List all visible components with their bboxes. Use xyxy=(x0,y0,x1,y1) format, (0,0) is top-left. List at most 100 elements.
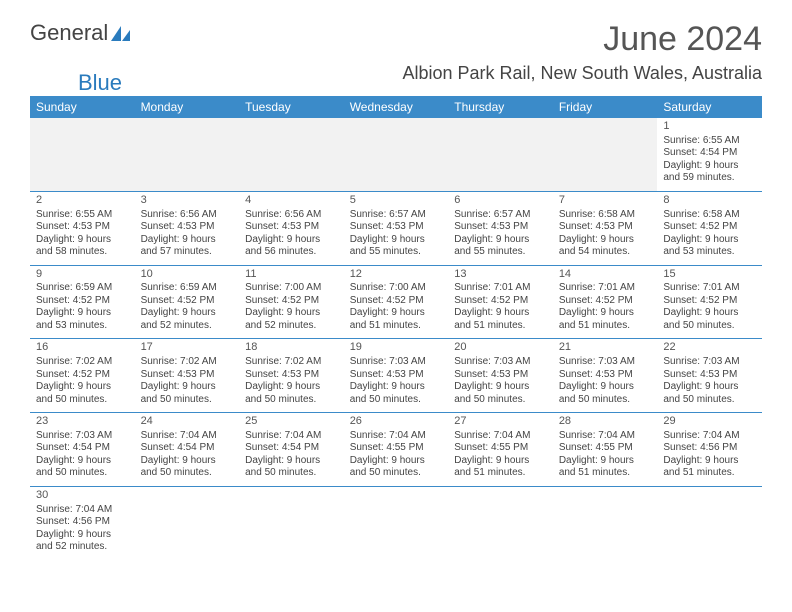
daylight-line-2: and 50 minutes. xyxy=(663,320,756,333)
calendar-day: 25Sunrise: 7:04 AMSunset: 4:54 PMDayligh… xyxy=(239,413,344,487)
sunset-line: Sunset: 4:54 PM xyxy=(245,442,338,455)
calendar-day: 9Sunrise: 6:59 AMSunset: 4:52 PMDaylight… xyxy=(30,265,135,339)
calendar-day: 26Sunrise: 7:04 AMSunset: 4:55 PMDayligh… xyxy=(344,413,449,487)
day-number: 2 xyxy=(36,194,129,208)
daylight-line: Daylight: 9 hours xyxy=(454,234,547,247)
day-number: 7 xyxy=(559,194,652,208)
day-number: 23 xyxy=(36,415,129,429)
sunrise-line: Sunrise: 6:59 AM xyxy=(36,282,129,295)
daylight-line: Daylight: 9 hours xyxy=(141,307,234,320)
day-number: 18 xyxy=(245,341,338,355)
daylight-line: Daylight: 9 hours xyxy=(350,381,443,394)
calendar-row: 2Sunrise: 6:55 AM Sunset: 4:53 PM Daylight… xyxy=(30,191,762,265)
sunset-line: Sunset: 4:55 PM xyxy=(454,442,547,455)
sunset-line: Sunset: 4:53 PM xyxy=(141,369,234,382)
day-number: 26 xyxy=(350,415,443,429)
calendar-day: 8Sunrise: 6:58 AMSunset: 4:52 PMDaylight… xyxy=(657,191,762,265)
daylight-line: Daylight: 9 hours xyxy=(36,307,129,320)
daylight-line: Daylight: 9 hours xyxy=(141,455,234,468)
weekday-header: Friday xyxy=(553,96,658,118)
daylight-line-2: and 50 minutes. xyxy=(350,394,443,407)
day-number: 27 xyxy=(454,415,547,429)
calendar-day: 14Sunrise: 7:01 AMSunset: 4:52 PMDayligh… xyxy=(553,265,658,339)
logo-text-2: Blue xyxy=(78,70,122,96)
day-number: 30 xyxy=(36,489,129,503)
weekday-header: Monday xyxy=(135,96,240,118)
daylight-line: Daylight: 9 hours xyxy=(663,160,756,173)
daylight-line: Daylight: 9 hours xyxy=(36,529,129,542)
calendar-empty xyxy=(135,118,240,191)
sunrise-line: Sunrise: 7:01 AM xyxy=(663,282,756,295)
day-number: 29 xyxy=(663,415,756,429)
calendar-empty xyxy=(448,118,553,191)
day-number: 25 xyxy=(245,415,338,429)
sunset-line: Sunset: 4:54 PM xyxy=(141,442,234,455)
sunrise-line: Sunrise: 7:04 AM xyxy=(141,430,234,443)
sunset-line: Sunset: 4:53 PM xyxy=(245,221,338,234)
sunrise-line: Sunrise: 7:04 AM xyxy=(663,430,756,443)
sunset-line: Sunset: 4:52 PM xyxy=(141,295,234,308)
logo: General xyxy=(30,20,132,46)
day-number: 10 xyxy=(141,268,234,282)
calendar-empty xyxy=(344,118,449,191)
calendar-empty xyxy=(239,118,344,191)
sunrise-line: Sunrise: 7:04 AM xyxy=(36,504,129,517)
sunset-line: Sunset: 4:55 PM xyxy=(559,442,652,455)
sunset-line: Sunset: 4:53 PM xyxy=(350,369,443,382)
daylight-line-2: and 50 minutes. xyxy=(245,394,338,407)
sunset-line: Sunset: 4:55 PM xyxy=(350,442,443,455)
daylight-line-2: and 52 minutes. xyxy=(141,320,234,333)
weekday-header: Wednesday xyxy=(344,96,449,118)
calendar-empty xyxy=(657,486,762,559)
daylight-line: Daylight: 9 hours xyxy=(454,455,547,468)
sunrise-line: Sunrise: 7:02 AM xyxy=(141,356,234,369)
daylight-line: Daylight: 9 hours xyxy=(454,307,547,320)
daylight-line-2: and 51 minutes. xyxy=(454,467,547,480)
calendar-day: 30Sunrise: 7:04 AMSunset: 4:56 PMDayligh… xyxy=(30,486,135,559)
daylight-line-2: and 55 minutes. xyxy=(350,246,443,259)
calendar-empty xyxy=(553,486,658,559)
month-title: June 2024 xyxy=(403,20,763,59)
day-number: 12 xyxy=(350,268,443,282)
sunrise-line: Sunrise: 7:03 AM xyxy=(454,356,547,369)
sunset-line: Sunset: 4:54 PM xyxy=(663,147,756,160)
calendar-table: SundayMondayTuesdayWednesdayThursdayFrid… xyxy=(30,96,762,560)
daylight-line-2: and 59 minutes. xyxy=(663,172,756,185)
daylight-line: Daylight: 9 hours xyxy=(36,234,129,247)
daylight-line-2: and 51 minutes. xyxy=(663,467,756,480)
day-number: 14 xyxy=(559,268,652,282)
sunset-line: Sunset: 4:53 PM xyxy=(559,369,652,382)
daylight-line-2: and 53 minutes. xyxy=(36,320,129,333)
daylight-line-2: and 50 minutes. xyxy=(141,467,234,480)
sunrise-line: Sunrise: 6:55 AM xyxy=(36,209,129,222)
calendar-day: 2Sunrise: 6:55 AMSunset: 4:53 PMDaylight… xyxy=(30,191,135,265)
sunrise-line: Sunrise: 7:04 AM xyxy=(245,430,338,443)
calendar-day: 1Sunrise: 6:55 AMSunset: 4:54 PMDaylight… xyxy=(657,118,762,191)
weekday-header: Saturday xyxy=(657,96,762,118)
calendar-day: 27Sunrise: 7:04 AMSunset: 4:55 PMDayligh… xyxy=(448,413,553,487)
daylight-line-2: and 57 minutes. xyxy=(141,246,234,259)
calendar-day: 4Sunrise: 6:56 AMSunset: 4:53 PMDaylight… xyxy=(239,191,344,265)
sunrise-line: Sunrise: 7:03 AM xyxy=(663,356,756,369)
daylight-line-2: and 50 minutes. xyxy=(454,394,547,407)
calendar-empty xyxy=(448,486,553,559)
calendar-day: 11Sunrise: 7:00 AMSunset: 4:52 PMDayligh… xyxy=(239,265,344,339)
sunrise-line: Sunrise: 7:01 AM xyxy=(559,282,652,295)
day-number: 20 xyxy=(454,341,547,355)
sunset-line: Sunset: 4:52 PM xyxy=(245,295,338,308)
sunset-line: Sunset: 4:53 PM xyxy=(350,221,443,234)
sunrise-line: Sunrise: 6:56 AM xyxy=(141,209,234,222)
calendar-day: 10Sunrise: 6:59 AMSunset: 4:52 PMDayligh… xyxy=(135,265,240,339)
sunrise-line: Sunrise: 7:04 AM xyxy=(350,430,443,443)
day-number: 17 xyxy=(141,341,234,355)
day-number: 21 xyxy=(559,341,652,355)
daylight-line: Daylight: 9 hours xyxy=(141,381,234,394)
sunrise-line: Sunrise: 6:59 AM xyxy=(141,282,234,295)
calendar-empty xyxy=(553,118,658,191)
daylight-line-2: and 51 minutes. xyxy=(559,320,652,333)
calendar-day: 29Sunrise: 7:04 AMSunset: 4:56 PMDayligh… xyxy=(657,413,762,487)
calendar-row: 30Sunrise: 7:04 AMSunset: 4:56 PMDayligh… xyxy=(30,486,762,559)
logo-icon xyxy=(110,24,132,42)
day-number: 11 xyxy=(245,268,338,282)
daylight-line-2: and 50 minutes. xyxy=(36,467,129,480)
